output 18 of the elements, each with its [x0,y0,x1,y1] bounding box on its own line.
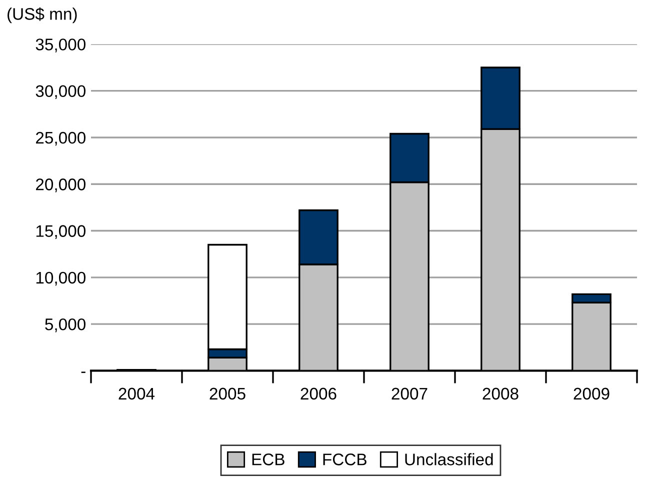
legend-label: Unclassified [405,453,493,466]
x-tick-label: 2006 [300,388,336,400]
x-tick-label: 2007 [392,388,428,400]
y-tick-label: 20,000 [36,178,86,192]
x-tick-label: 2005 [210,388,246,400]
y-tick-label: 25,000 [36,132,86,146]
x-tick-label: 2008 [482,388,518,400]
y-tick-label: - [81,372,86,373]
y-tick-label: 30,000 [36,85,86,100]
y-tick-label: 35,000 [36,38,86,52]
y-tick-label: 5,000 [45,318,86,332]
legend-label: FCCB [323,454,366,466]
x-tick-label: 2009 [574,388,610,400]
y-axis-title: (US$ mn) [8,7,77,24]
y-tick-label: 10,000 [36,272,86,286]
x-tick-label: 2004 [118,388,155,400]
legend-label: ECB [252,454,284,466]
y-tick-label: 15,000 [36,225,86,239]
